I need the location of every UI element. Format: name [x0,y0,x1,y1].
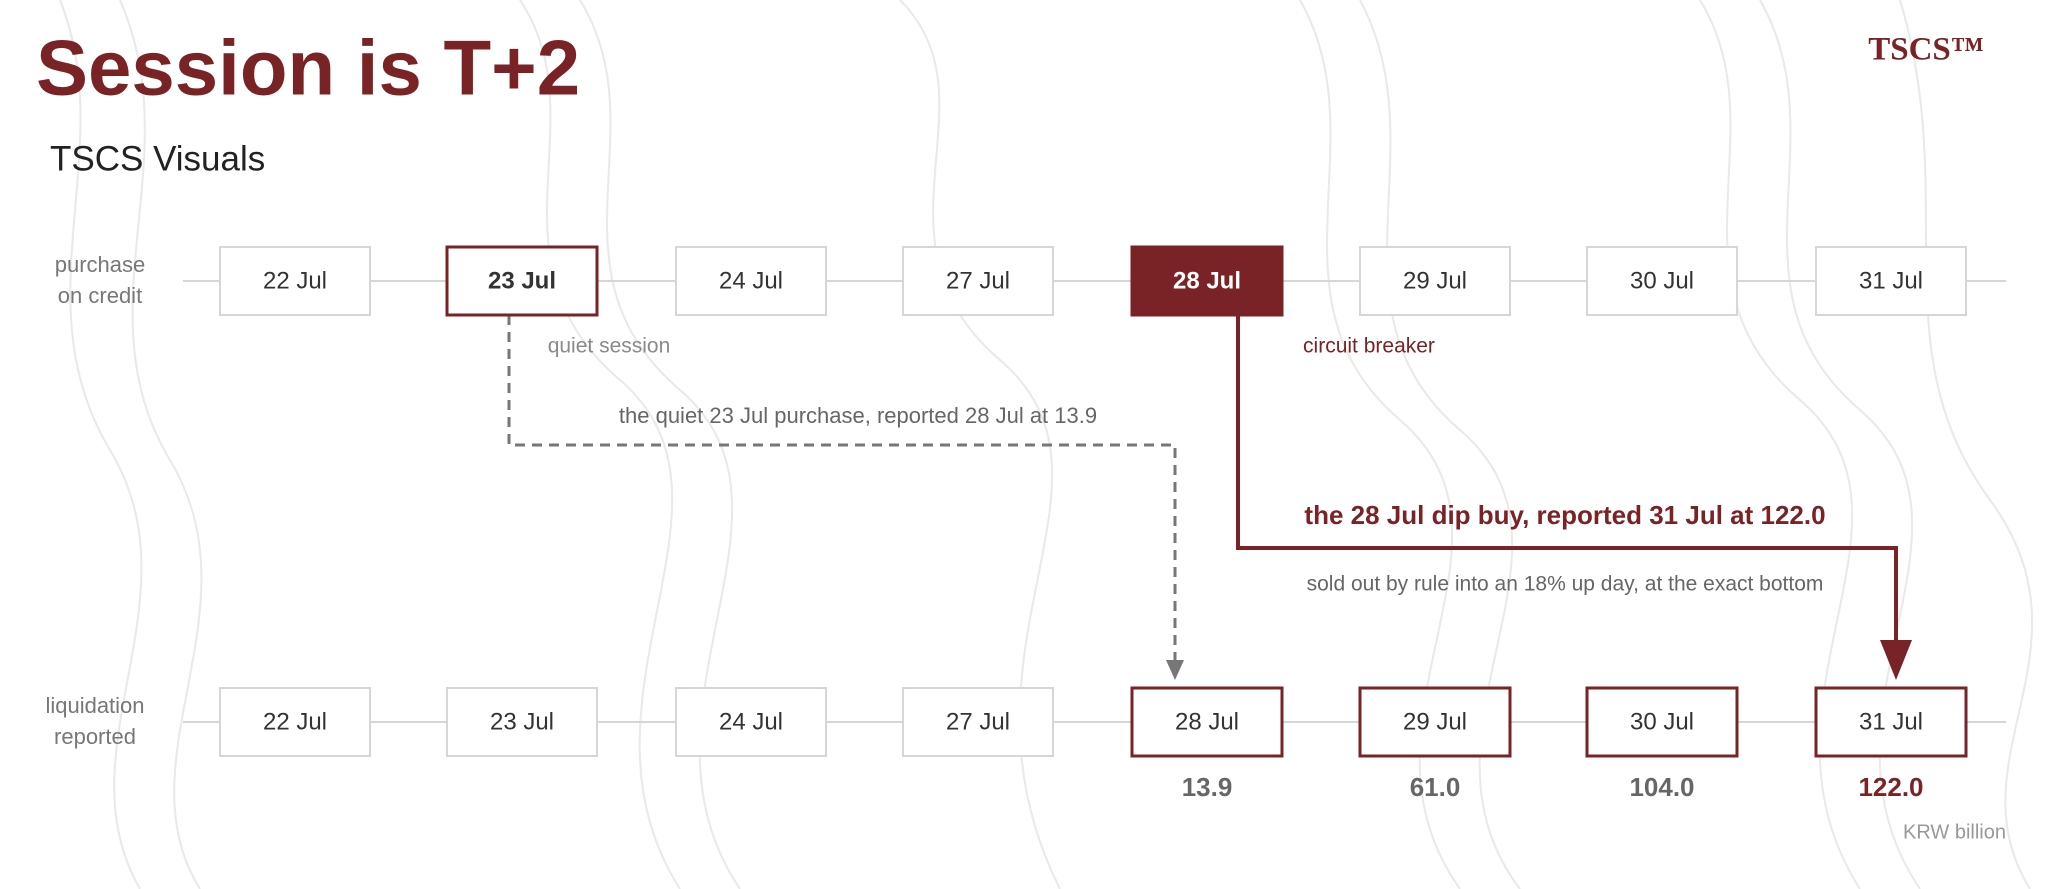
date-box [1815,246,1967,316]
row-label: liquidation [45,693,144,718]
row-label: reported [54,724,136,749]
date-label: 22 Jul [263,267,327,294]
date-box [1130,686,1284,758]
date-box [902,687,1054,757]
date-box [446,687,598,757]
date-label: 30 Jul [1630,267,1694,294]
subtitle: TSCS Visuals [50,139,265,178]
value-label: 122.0 [1858,772,1923,802]
date-box [219,687,371,757]
annotation: the quiet 23 Jul purchase, reported 28 J… [619,403,1097,428]
logo: TSCS™ [1868,32,1984,68]
date-label: 23 Jul [490,708,554,735]
value-label: 104.0 [1629,772,1694,802]
date-box [1359,246,1511,316]
date-label: 31 Jul [1859,267,1923,294]
value-label: 13.9 [1182,772,1233,802]
background-contours [59,0,2033,889]
date-box [902,246,1054,316]
date-box [1585,686,1739,758]
unit-label: KRW billion [1903,821,2006,843]
date-box [1130,245,1284,317]
date-box [675,687,827,757]
date-label: 28 Jul [1173,267,1241,294]
date-box [1814,686,1968,758]
date-label: 31 Jul [1859,708,1923,735]
row-label: on credit [58,283,142,308]
dashed-connector [507,315,1177,662]
date-label: 24 Jul [719,708,783,735]
arrowhead [1880,640,1912,680]
title: Session is T+2 [36,24,580,112]
date-label: 22 Jul [263,708,327,735]
annotation: sold out by rule into an 18% up day, at … [1307,573,1824,596]
annotation: circuit breaker [1303,335,1435,358]
row-label: purchase [55,252,146,277]
date-label: 23 Jul [488,267,556,294]
annotation: quiet session [548,335,671,358]
date-label: 24 Jul [719,267,783,294]
value-label: 61.0 [1410,772,1461,802]
date-label: 29 Jul [1403,708,1467,735]
arrowhead [1166,660,1184,680]
date-box [1586,246,1738,316]
date-label: 27 Jul [946,267,1010,294]
date-box [675,246,827,316]
date-label: 29 Jul [1403,267,1467,294]
date-box [219,246,371,316]
solid-connector [1236,315,1898,645]
date-label: 30 Jul [1630,708,1694,735]
date-label: 28 Jul [1175,708,1239,735]
date-box [445,245,599,317]
annotation: the 28 Jul dip buy, reported 31 Jul at 1… [1304,500,1825,530]
date-box [1358,686,1512,758]
date-label: 27 Jul [946,708,1010,735]
